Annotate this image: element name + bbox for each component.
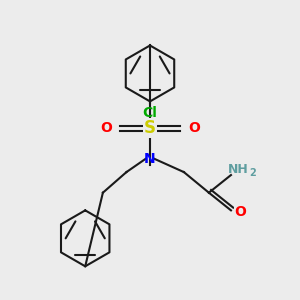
Text: O: O bbox=[100, 121, 112, 135]
Text: Cl: Cl bbox=[142, 106, 158, 120]
Text: 2: 2 bbox=[249, 168, 256, 178]
Text: O: O bbox=[188, 121, 200, 135]
Text: N: N bbox=[144, 152, 156, 166]
Text: O: O bbox=[234, 205, 246, 219]
Text: S: S bbox=[144, 119, 156, 137]
Text: NH: NH bbox=[228, 163, 249, 176]
